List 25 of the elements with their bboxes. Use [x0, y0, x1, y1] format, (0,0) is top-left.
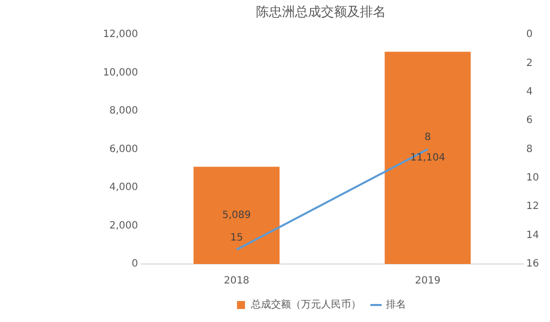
data-label: 8 [424, 132, 431, 143]
y2-tick-label: 4 [526, 86, 533, 98]
y2-tick-label: 0 [526, 29, 533, 40]
data-label: 15 [230, 232, 243, 244]
y-tick-label: 10,000 [102, 67, 138, 78]
y2-tick-label: 6 [526, 115, 533, 126]
y2-tick-label: 16 [526, 258, 540, 270]
data-label: 11,104 [410, 152, 446, 164]
x-tick-label: 2018 [224, 276, 250, 287]
y-tick-label: 12,000 [102, 29, 138, 40]
y2-tick-label: 2 [526, 58, 533, 69]
y-tick-label: 4,000 [109, 182, 138, 194]
y-tick-label: 2,000 [109, 220, 138, 232]
x-tick-label: 2019 [414, 276, 440, 287]
y2-tick-label: 12 [526, 201, 540, 212]
legend-label: 总成交额（万元人民币） [250, 298, 361, 311]
y-tick-label: 8,000 [109, 106, 138, 117]
chart-title: 陈忠洲总成交额及排名 [256, 4, 386, 20]
legend-label: 排名 [386, 298, 406, 311]
y-tick-label: 6,000 [109, 144, 138, 155]
data-label: 5,089 [222, 210, 251, 221]
y-tick-label: 0 [132, 258, 138, 270]
y2-tick-label: 14 [526, 230, 540, 241]
y2-tick-label: 10 [526, 172, 540, 184]
y2-tick-label: 8 [526, 144, 533, 155]
